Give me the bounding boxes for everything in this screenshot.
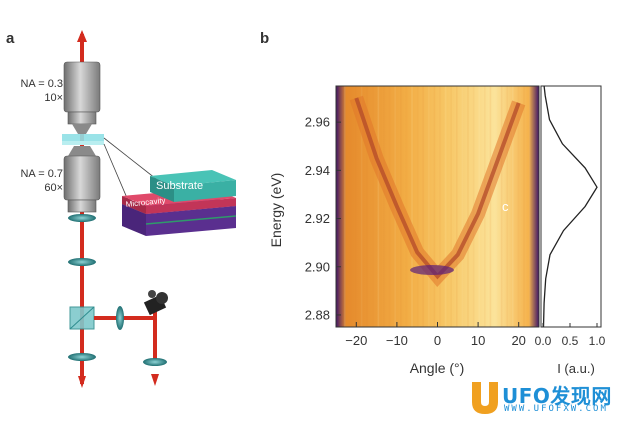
lens-4-icon [143, 358, 167, 366]
watermark-brand: UFO发现网 [502, 384, 612, 408]
lens-horizontal-icon [116, 306, 124, 330]
side-x-axis: 0.0 0.5 1.0 [535, 323, 606, 348]
lens-1-icon [68, 214, 96, 222]
camera-icon [143, 290, 168, 316]
lens-2-icon [68, 258, 96, 266]
band-minimum-dark [410, 265, 454, 275]
side-tick-label: 1.0 [589, 334, 606, 348]
watermark: UFO发现网 WWW.UFOFXW.COM [468, 378, 636, 420]
y-tick-label: 2.94 [305, 163, 330, 178]
x-tick-label: −10 [386, 333, 408, 348]
beam-splitter-icon [69, 306, 95, 330]
watermark-logo-icon [472, 382, 498, 414]
side-profile-frame [540, 85, 602, 328]
sample-stack [122, 170, 237, 236]
intensity-profile-line [542, 85, 598, 328]
x-tick-label: 10 [471, 333, 485, 348]
objective-top-na: NA = 0.3 [20, 78, 63, 90]
beam-arrow-bottom-icon [78, 376, 86, 388]
layer-substrate-label: Substrate [156, 180, 203, 192]
objective-bottom [63, 146, 101, 213]
y-tick-label: 2.88 [305, 307, 330, 322]
x-tick-label: 0 [434, 333, 441, 348]
objective-top-mag: 10× [44, 92, 63, 104]
side-tick-label: 0.5 [562, 334, 579, 348]
x-tick-label: 20 [511, 333, 525, 348]
panel-a-letter: a [6, 30, 15, 47]
objective-bottom-na: NA = 0.7 [20, 168, 63, 180]
annotation-c: c [502, 199, 509, 214]
x-axis-label: Angle (°) [410, 360, 465, 376]
side-tick-label: 0.0 [535, 334, 552, 348]
side-x-axis-label: I (a.u.) [557, 361, 595, 376]
lens-3-icon [68, 353, 96, 361]
y-axis: 2.88 2.90 2.92 2.94 2.96 [305, 115, 341, 322]
dispersion-band [354, 97, 521, 280]
panel-b: b c 2.88 2.90 2.92 2.94 2.96 Energy (eV) −20… [260, 30, 606, 376]
beam-arrow-top-icon [77, 30, 87, 42]
y-tick-label: 2.92 [305, 211, 330, 226]
panel-a: a NA = 0.3 10× NA = 0.7 60× [6, 30, 237, 388]
panel-b-letter: b [260, 30, 269, 47]
y-axis-label: Energy (eV) [268, 173, 284, 248]
x-tick-label: −20 [345, 333, 367, 348]
y-tick-label: 2.96 [305, 115, 330, 130]
sample-plate [62, 134, 104, 144]
objective-bottom-mag: 60× [44, 182, 63, 194]
objective-top [63, 61, 101, 134]
x-axis: −20 −10 0 10 20 [345, 322, 526, 348]
watermark-url: WWW.UFOFXW.COM [504, 404, 608, 414]
layer-microcavity-label: Microcavity [125, 196, 166, 209]
y-tick-label: 2.90 [305, 259, 330, 274]
